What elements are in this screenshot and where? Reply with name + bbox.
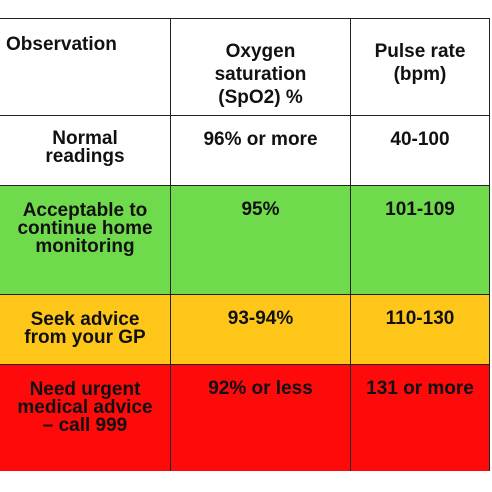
header-row: Observation Oxygen saturation (SpO2) % P… [0,19,490,116]
oxygen-cell: 95% [170,186,350,294]
observation-cell: Normal readings [45,128,125,167]
row-urgent: Need urgent medical advice – call 999 92… [0,365,490,471]
oxygen-cell: 92% or less [170,365,350,471]
header-observation: Observation [6,34,117,55]
pulse-cell: 131 or more [350,365,490,471]
pulse-cell: 110-130 [350,295,490,364]
pulse-cell: 101-109 [350,186,490,294]
header-oxygen-saturation: Oxygen saturation (SpO2) % [170,19,350,115]
oxygen-cell: 96% or more [170,116,350,185]
oxygen-cell: 93-94% [170,295,350,364]
header-pulse-rate: Pulse rate (bpm) [350,19,490,115]
observation-cell: Seek advice from your GP [24,309,146,348]
observation-table: Observation Oxygen saturation (SpO2) % P… [0,18,490,471]
observation-cell: Need urgent medical advice – call 999 [17,379,153,436]
pulse-cell: 40-100 [350,116,490,185]
row-acceptable: Acceptable to continue home monitoring 9… [0,186,490,295]
row-normal: Normal readings 96% or more 40-100 [0,116,490,186]
observation-cell: Acceptable to continue home monitoring [17,200,153,257]
row-seek-advice: Seek advice from your GP 93-94% 110-130 [0,295,490,365]
